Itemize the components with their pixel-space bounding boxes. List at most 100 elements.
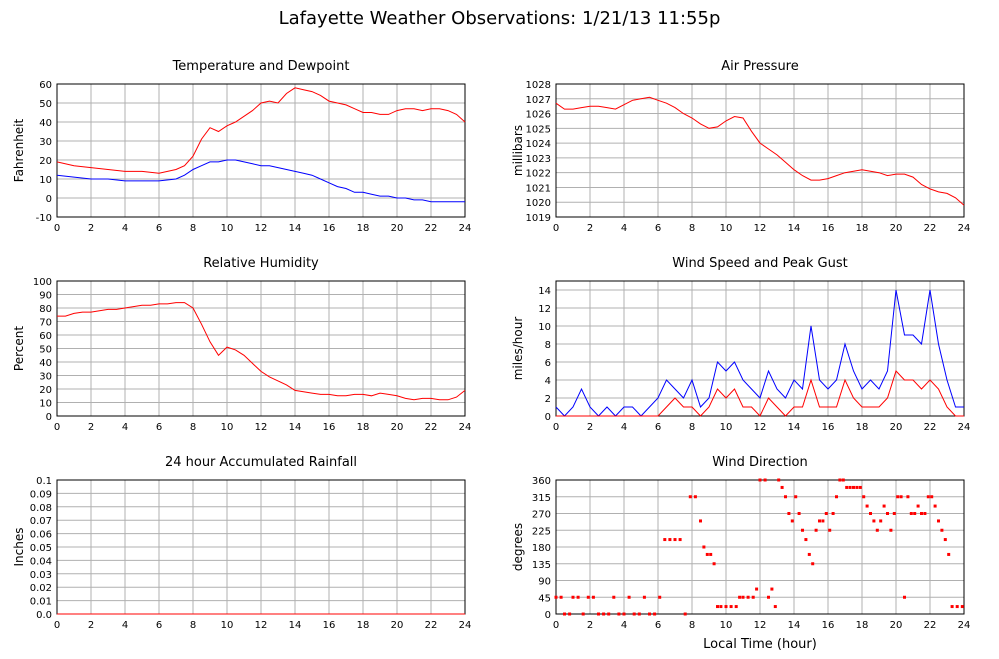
direction-data-point [811, 562, 815, 566]
pressure-x-tick-label: 2 [587, 223, 593, 234]
pressure-y-tick-label: 1027 [526, 95, 551, 106]
direction-data-point [872, 519, 876, 523]
humidity-series-0-line [57, 302, 466, 401]
direction-y-tick-label: 0 [545, 610, 551, 621]
rain-x-tick-label: 4 [122, 620, 128, 631]
direction-x-tick-label: 4 [621, 620, 627, 631]
direction-data-point [937, 519, 940, 523]
wind-y-tick-label: 8 [545, 340, 551, 351]
direction-data-point [755, 587, 759, 591]
direction-x-tick-label: 24 [958, 620, 971, 631]
direction-data-point [693, 495, 697, 499]
direction-data-point [586, 595, 590, 599]
wind-chart-title: Wind Speed and Peak Gust [672, 256, 847, 271]
direction-data-point [719, 605, 723, 609]
direction-data-point [777, 478, 781, 482]
direction-data-point [688, 495, 692, 499]
direction-data-point [702, 545, 706, 549]
pressure-chart-title: Air Pressure [721, 59, 799, 74]
pressure-y-tick-label: 1019 [526, 213, 551, 224]
wind-x-tick-label: 4 [621, 422, 627, 433]
humidity-chart-title: Relative Humidity [203, 256, 319, 271]
temp-x-tick-label: 12 [255, 223, 268, 234]
direction-data-point [923, 512, 927, 515]
humidity-plot-frame [56, 280, 466, 417]
direction-data-point [916, 504, 920, 508]
rain-y-tick-label: 0.07 [30, 516, 52, 527]
direction-data-point [807, 552, 811, 556]
rain-x-tick-label: 12 [255, 620, 268, 631]
pressure-y-tick-label: 1022 [526, 169, 551, 180]
temp-x-tick-label: 24 [459, 223, 472, 234]
temp-y-tick-label: -10 [36, 213, 52, 224]
direction-data-point [865, 504, 869, 508]
direction-data-point [886, 512, 889, 515]
direction-data-point [678, 538, 682, 542]
wind-y-axis-label: miles/hour [511, 317, 525, 381]
direction-data-point [855, 485, 859, 489]
pressure-plot-frame [555, 83, 965, 218]
direction-chart-title: Wind Direction [712, 455, 808, 470]
direction-data-point [559, 595, 563, 599]
direction-data-point [773, 605, 777, 609]
direction-data-point [841, 478, 845, 482]
wind-y-tick-label: 0 [545, 412, 551, 423]
direction-data-point [709, 552, 713, 556]
rain-x-tick-label: 24 [459, 620, 472, 631]
pressure-y-tick-label: 1020 [526, 198, 551, 209]
rain-x-tick-label: 20 [391, 620, 404, 631]
rain-y-tick-label: 0.05 [30, 543, 52, 554]
direction-data-point [712, 562, 716, 566]
rain-x-tick-label: 10 [221, 620, 234, 631]
wind-x-tick-label: 16 [822, 422, 835, 433]
direction-data-point [699, 519, 702, 523]
direction-data-point [950, 605, 954, 609]
direction-y-tick-label: 225 [532, 526, 551, 537]
direction-data-point [607, 612, 611, 616]
humidity-y-tick-label: 100 [33, 277, 52, 288]
direction-data-point [947, 552, 951, 556]
temp-y-tick-label: 30 [39, 137, 52, 148]
direction-data-point [879, 519, 883, 523]
direction-data-point [622, 612, 626, 616]
direction-data-point [563, 612, 566, 616]
direction-x-tick-label: 12 [754, 620, 767, 631]
wind-x-tick-label: 14 [788, 422, 801, 433]
humidity-x-tick-label: 8 [190, 422, 196, 433]
humidity-y-tick-label: 40 [39, 358, 52, 369]
direction-data-point [751, 595, 755, 599]
direction-data-point [770, 587, 774, 591]
temp-x-tick-label: 8 [190, 223, 196, 234]
wind-x-tick-label: 22 [924, 422, 937, 433]
rain-y-tick-label: 0.03 [30, 570, 52, 581]
wind-series-0-line [555, 289, 964, 417]
rain-y-tick-label: 0.06 [30, 530, 52, 541]
direction-data-point [875, 528, 879, 532]
pressure-x-tick-label: 22 [924, 223, 937, 234]
humidity-x-tick-label: 20 [391, 422, 404, 433]
direction-data-point [852, 485, 855, 489]
rain-x-tick-label: 22 [425, 620, 438, 631]
direction-data-point [705, 552, 709, 556]
direction-data-point [716, 605, 719, 609]
direction-data-point [926, 495, 930, 499]
direction-data-point [801, 528, 804, 532]
rain-y-tick-label: 0.01 [30, 597, 52, 608]
direction-x-tick-label: 16 [822, 620, 835, 631]
pressure-x-tick-label: 14 [788, 223, 801, 234]
rain-y-tick-label: 0.04 [30, 556, 52, 567]
wind-x-tick-label: 2 [587, 422, 593, 433]
direction-data-point [804, 538, 808, 542]
temp-y-tick-label: 50 [39, 99, 52, 110]
temp-x-tick-label: 20 [391, 223, 404, 234]
direction-data-point [818, 519, 821, 523]
rain-x-tick-label: 18 [357, 620, 370, 631]
temp-x-tick-label: 10 [221, 223, 234, 234]
wind-x-tick-label: 10 [720, 422, 733, 433]
direction-x-tick-label: 22 [924, 620, 937, 631]
pressure-x-tick-label: 8 [689, 223, 695, 234]
direction-data-point [576, 595, 580, 599]
wind-x-tick-label: 24 [958, 422, 971, 433]
direction-data-point [738, 595, 742, 599]
direction-data-point [909, 512, 913, 515]
